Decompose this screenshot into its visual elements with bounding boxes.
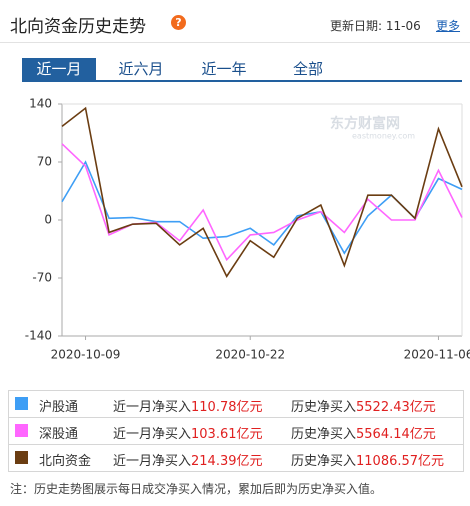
legend-name: 沪股通: [39, 400, 79, 415]
total-value: 11086.57亿元: [356, 454, 445, 469]
series-line: [61, 143, 463, 262]
watermark: eastmoney.com: [352, 132, 415, 141]
help-icon[interactable]: ?: [171, 15, 186, 30]
update-date: 更新日期: 11-06: [330, 19, 421, 33]
tab[interactable]: 全部: [292, 60, 323, 78]
month-value: 110.78亿元: [191, 400, 263, 415]
legend-name: 深股通: [39, 427, 79, 442]
tab[interactable]: 近六月: [118, 60, 164, 78]
divider: [0, 42, 470, 43]
title: 北向资金历史走势: [10, 17, 146, 37]
more-link[interactable]: 更多: [436, 19, 461, 33]
x-tick-label: 2020-11-06: [404, 348, 470, 362]
total-label: 历史净买入: [291, 400, 357, 415]
watermark: 东方财富网: [330, 115, 400, 132]
total-value: 5522.43亿元: [356, 400, 436, 415]
series-line: [61, 160, 463, 255]
total-value: 5564.14亿元: [356, 427, 436, 442]
note: 注：历史走势图展示每日成交净买入情况，累加后即为历史净买入值。: [10, 482, 383, 496]
month-label: 近一月净买入: [113, 454, 192, 469]
y-tick-label: 0: [44, 213, 52, 227]
chart: 东方财富网 eastmoney.com 140 70 0 -70 -140 2020-10…: [25, 97, 470, 362]
y-tick-label: -70: [32, 271, 52, 285]
legend-name: 北向资金: [39, 454, 92, 469]
month-value: 214.39亿元: [191, 454, 263, 469]
month-label: 近一月净买入: [113, 400, 192, 415]
tab[interactable]: 近一月: [22, 58, 96, 80]
month-value: 103.61亿元: [191, 427, 263, 442]
tab[interactable]: 近一年: [201, 60, 247, 78]
month-label: 近一月净买入: [113, 427, 192, 442]
y-tick-label: -140: [25, 329, 52, 343]
x-tick-label: 2020-10-09: [51, 348, 121, 362]
legend-swatch: [15, 424, 28, 437]
legend-swatch: [15, 397, 28, 410]
y-tick-label: 70: [37, 155, 52, 169]
tab-underline: [22, 80, 462, 82]
series-line: [61, 106, 463, 278]
legend-table: 沪股通 近一月净买入 110.78亿元 历史净买入 5522.43亿元 深股通 近一月净买入…: [8, 390, 464, 472]
y-tick-label: 140: [29, 97, 52, 111]
legend-row: 沪股通 近一月净买入 110.78亿元 历史净买入 5522.43亿元: [9, 391, 463, 417]
legend-swatch: [15, 451, 28, 464]
total-label: 历史净买入: [291, 427, 357, 442]
legend-row: 北向资金 近一月净买入 214.39亿元 历史净买入 11086.57亿元: [9, 444, 463, 471]
x-tick-label: 2020-10-22: [215, 348, 285, 362]
total-label: 历史净买入: [291, 454, 357, 469]
legend-row: 深股通 近一月净买入 103.61亿元 历史净买入 5564.14亿元: [9, 417, 463, 444]
